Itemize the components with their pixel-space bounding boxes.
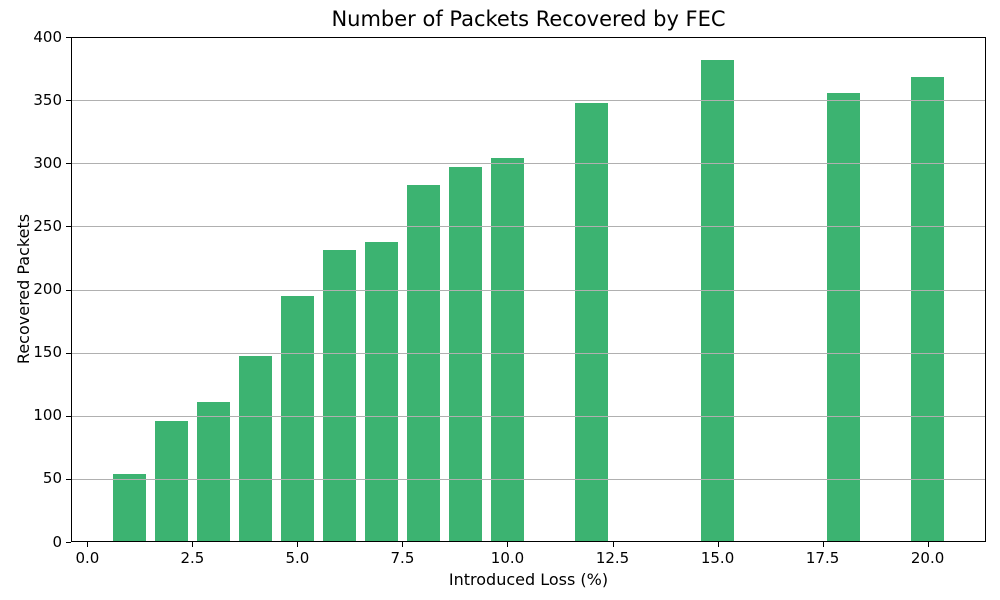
y-tick-label: 100 [33, 406, 62, 425]
y-gridline [71, 37, 986, 38]
bar [364, 241, 399, 542]
y-axis-label: Recovered Packets [14, 213, 33, 365]
x-tick-label: 12.5 [595, 549, 630, 567]
x-tick [822, 542, 824, 547]
x-tick [927, 542, 929, 547]
y-tick-label: 250 [33, 216, 62, 235]
x-tick-label: 10.0 [490, 549, 525, 567]
y-tick [66, 100, 71, 102]
y-tick-label: 200 [33, 280, 62, 298]
y-tick-label: 150 [33, 343, 62, 362]
plot-area [71, 37, 986, 542]
y-tick [66, 352, 71, 354]
x-axis-label: Introduced Loss (%) [448, 570, 609, 589]
bar [238, 356, 273, 542]
bar [154, 420, 189, 542]
y-tick-label: 300 [33, 153, 62, 172]
y-gridline [71, 415, 986, 417]
y-tick-label: 350 [33, 90, 62, 109]
bar [574, 102, 609, 542]
y-tick [66, 289, 71, 291]
x-tick [507, 542, 509, 547]
y-gridline [71, 226, 986, 228]
y-tick [66, 226, 71, 228]
y-gridline [71, 163, 986, 165]
y-tick-label: 0 [52, 532, 62, 551]
x-tick-label: 0.0 [75, 549, 100, 567]
bar [910, 77, 945, 542]
y-tick [66, 163, 71, 165]
x-tick-label: 17.5 [805, 549, 840, 567]
y-tick-label: 400 [33, 27, 62, 46]
y-gridline [71, 352, 986, 354]
y-gridline [71, 100, 986, 102]
x-tick [612, 542, 614, 547]
bar [322, 250, 357, 542]
chart-title: Number of Packets Recovered by FEC [331, 7, 726, 31]
bar [700, 59, 735, 542]
x-tick [717, 542, 719, 547]
x-tick [87, 542, 89, 547]
bar [196, 401, 231, 542]
x-tick-label: 2.5 [180, 549, 205, 567]
x-tick-label: 20.0 [910, 549, 945, 567]
x-tick [192, 542, 194, 547]
y-tick [66, 542, 71, 543]
x-tick-label: 7.5 [390, 549, 415, 567]
y-tick [66, 415, 71, 417]
x-tick-label: 15.0 [700, 549, 735, 567]
bar [112, 473, 147, 542]
y-tick [66, 37, 71, 38]
bar [406, 184, 441, 542]
bar [490, 158, 525, 542]
bar [826, 92, 861, 542]
y-gridline [71, 478, 986, 480]
bar [280, 295, 315, 542]
y-tick-label: 50 [42, 469, 62, 488]
x-tick [297, 542, 299, 547]
x-tick [402, 542, 404, 547]
x-tick-label: 5.0 [285, 549, 310, 567]
y-gridline [71, 289, 986, 291]
y-tick [66, 478, 71, 480]
bar [448, 167, 483, 542]
